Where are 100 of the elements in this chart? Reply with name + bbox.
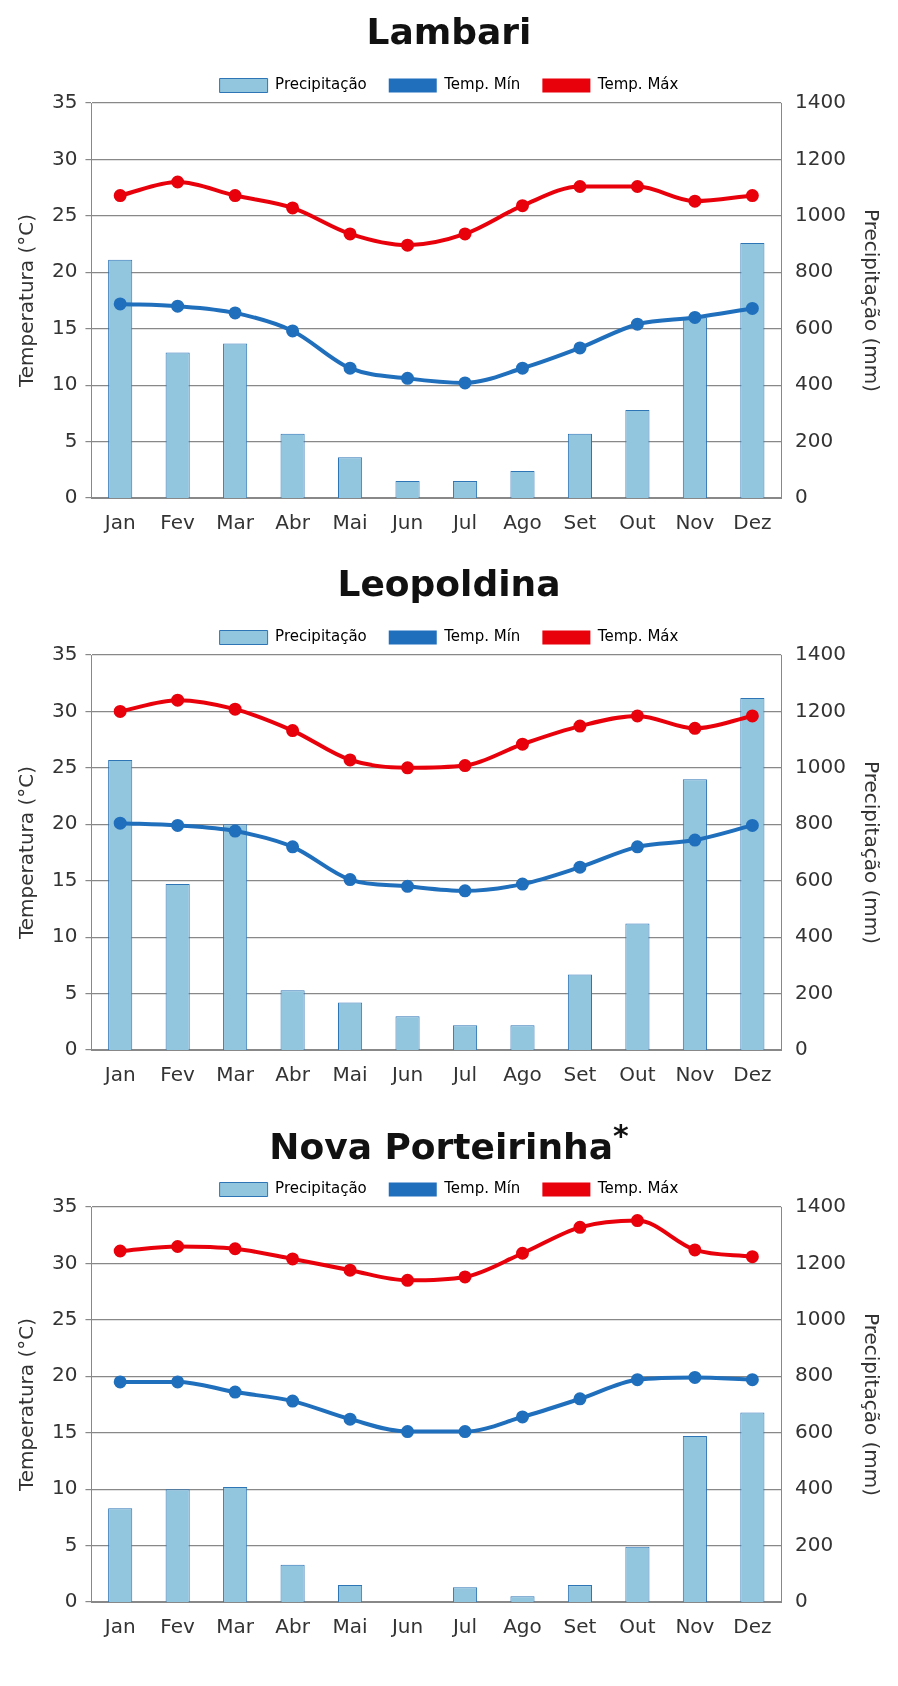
point (688, 310, 702, 324)
x-tick-label: Mar (216, 510, 255, 535)
y-tick-label: 35 (52, 641, 78, 666)
x-tick-label: Dez (733, 510, 772, 535)
legend-label: Precipitação (275, 1179, 367, 1198)
x-tick-label: Set (563, 510, 597, 535)
point (573, 180, 587, 194)
y-tick-label: 15 (52, 1418, 78, 1443)
point (286, 1252, 300, 1266)
point (515, 199, 529, 213)
y2-tick-label: 1000 (795, 1306, 847, 1331)
y2-tick-label: 0 (795, 1036, 808, 1061)
y2-tick-label: 200 (795, 427, 834, 452)
point (171, 299, 185, 313)
y-tick-label: 5 (64, 1531, 78, 1556)
point (171, 693, 185, 707)
y-tick-label: 20 (52, 810, 78, 835)
point (228, 1242, 242, 1256)
x-tick-label: Jun (389, 1062, 424, 1087)
y2-tick-label: 200 (795, 979, 834, 1004)
point (458, 884, 472, 898)
point (113, 297, 127, 311)
y-tick-label: 25 (52, 1306, 78, 1331)
y-tick-label: 35 (52, 89, 78, 114)
point (228, 306, 242, 320)
point (573, 860, 587, 874)
x-tick-label: Jul (450, 1614, 478, 1639)
x-tick-label: Nov (675, 1614, 715, 1639)
point (343, 1412, 357, 1426)
y2-tick-label: 1200 (795, 1249, 847, 1274)
point (515, 1410, 529, 1424)
point (228, 702, 242, 716)
x-tick-label: Jan (102, 510, 136, 535)
x-tick-label: Jul (450, 1062, 478, 1087)
point (286, 201, 300, 215)
x-tick-label: Jun (389, 1614, 424, 1639)
point (343, 1263, 357, 1277)
x-tick-label: Abr (275, 510, 311, 535)
x-tick-label: Jan (102, 1614, 136, 1639)
y2-tick-label: 600 (795, 314, 834, 339)
point (745, 1250, 759, 1264)
y2-axis-title: Precipitação (mm) (859, 1312, 884, 1497)
point (343, 753, 357, 767)
y-tick-label: 15 (52, 866, 78, 891)
y2-tick-label: 600 (795, 1418, 834, 1443)
point (745, 1373, 759, 1387)
x-tick-label: Out (619, 1062, 656, 1087)
point (630, 709, 644, 723)
point (286, 324, 300, 338)
y2-axis-title: Precipitação (mm) (859, 760, 884, 945)
y-tick-label: 20 (52, 1362, 78, 1387)
y2-tick-label: 1000 (795, 754, 847, 779)
point (515, 1246, 529, 1260)
point (113, 189, 127, 203)
x-tick-label: Mai (332, 510, 368, 535)
legend-label: Precipitação (275, 75, 367, 94)
point (458, 227, 472, 241)
point (745, 301, 759, 315)
x-tick-label: Set (563, 1062, 597, 1087)
x-tick-label: Mar (216, 1062, 255, 1087)
point (745, 818, 759, 832)
point (630, 840, 644, 854)
point (171, 1375, 185, 1389)
y2-tick-label: 1200 (795, 697, 847, 722)
x-tick-label: Jul (450, 510, 478, 535)
point (573, 1392, 587, 1406)
x-tick-label: Out (619, 1614, 656, 1639)
point (401, 1425, 415, 1439)
y-tick-label: 0 (64, 1588, 78, 1613)
x-tick-label: Ago (503, 1062, 542, 1087)
legend-label: Temp. Mín (443, 627, 521, 646)
point (515, 361, 529, 375)
y2-tick-label: 1400 (795, 89, 847, 114)
y-tick-label: 35 (52, 1193, 78, 1218)
legend-label: Temp. Máx (596, 1179, 679, 1198)
point (688, 1243, 702, 1257)
x-tick-label: Fev (160, 510, 196, 535)
x-tick-label: Ago (503, 510, 542, 535)
y-axis-title: Temperatura (°C) (14, 213, 39, 389)
x-tick-label: Abr (275, 1062, 311, 1087)
y-tick-label: 5 (64, 979, 78, 1004)
x-tick-label: Mai (332, 1614, 368, 1639)
point (515, 877, 529, 891)
point (630, 1214, 644, 1228)
y2-axis-title: Precipitação (mm) (859, 208, 884, 393)
point (286, 840, 300, 854)
point (228, 189, 242, 203)
x-tick-label: Fev (160, 1062, 196, 1087)
point (458, 1425, 472, 1439)
x-tick-label: Fev (160, 1614, 196, 1639)
point (228, 1385, 242, 1399)
point (401, 1273, 415, 1287)
x-tick-label: Nov (675, 510, 715, 535)
y2-tick-label: 1000 (795, 202, 847, 227)
point (171, 1240, 185, 1253)
chart-title: Nova Porteirinha$^{*}$ (268, 1117, 630, 1167)
y2-tick-label: 400 (795, 923, 834, 948)
y-tick-label: 25 (52, 202, 78, 227)
y2-tick-label: 0 (795, 1588, 808, 1613)
y-tick-label: 30 (52, 1249, 78, 1274)
